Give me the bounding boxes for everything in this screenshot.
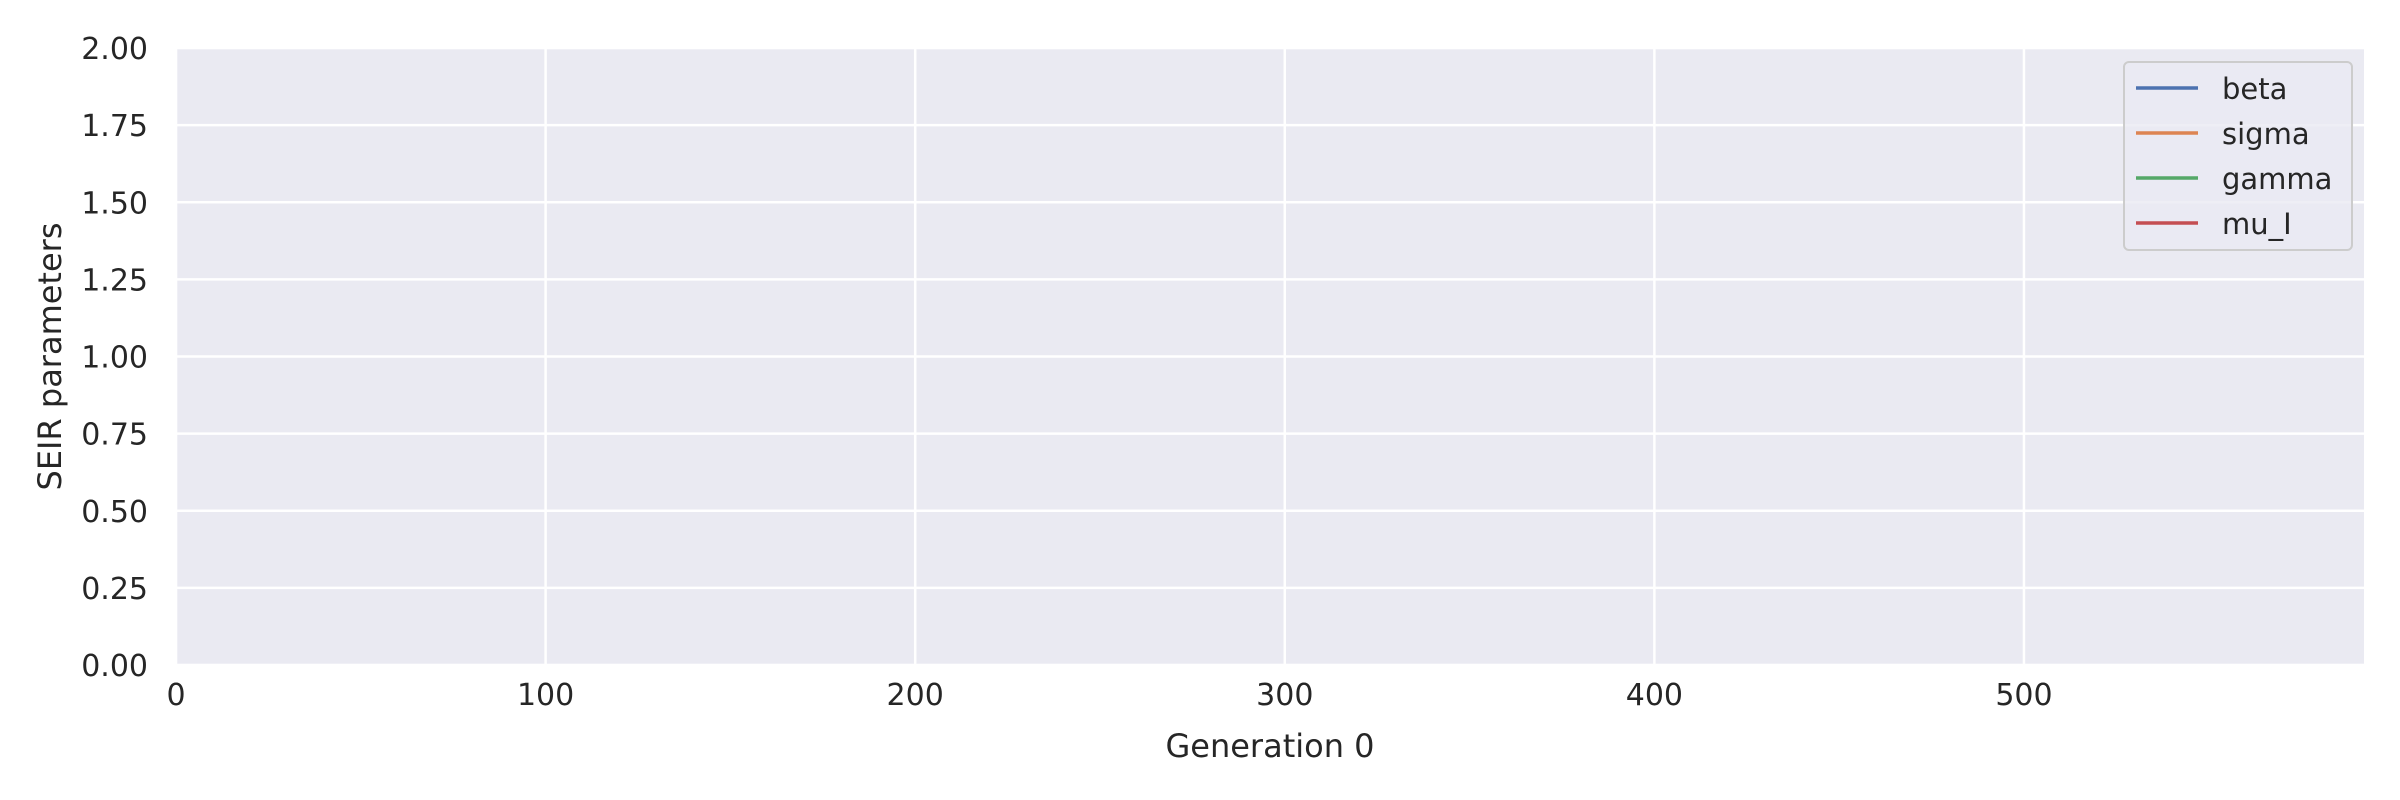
legend: beta sigma gamma mu_I (2123, 61, 2353, 251)
y-tick-label: 0.75 (81, 418, 148, 453)
x-axis-ticks: 0 100 200 300 400 500 (166, 678, 2052, 713)
legend-label-sigma: sigma (2222, 117, 2310, 151)
x-tick-label: 200 (887, 678, 944, 713)
legend-label-beta: beta (2222, 72, 2287, 106)
legend-box (2123, 61, 2353, 251)
x-tick-label: 300 (1256, 678, 1313, 713)
y-axis-ticks: 0.00 0.25 0.50 0.75 1.00 1.25 1.50 1.75 2.00 (81, 32, 148, 684)
y-tick-label: 0.25 (81, 572, 148, 607)
y-tick-label: 0.00 (81, 649, 148, 684)
y-tick-label: 1.75 (81, 109, 148, 144)
y-tick-label: 1.50 (81, 186, 148, 221)
grid-lines (174, 46, 2364, 667)
x-tick-label: 400 (1626, 678, 1683, 713)
y-tick-label: 2.00 (81, 32, 148, 67)
legend-label-mu_I: mu_I (2222, 207, 2292, 241)
x-tick-label: 100 (517, 678, 574, 713)
legend-items: beta sigma gamma mu_I (2136, 72, 2332, 241)
y-tick-label: 0.50 (81, 495, 148, 530)
legend-label-gamma: gamma (2222, 162, 2332, 196)
y-tick-label: 1.25 (81, 263, 148, 298)
x-axis-label: Generation 0 (1165, 727, 1374, 765)
x-tick-label: 0 (166, 678, 185, 713)
y-axis-label: SEIR parameters (31, 223, 69, 491)
y-tick-label: 1.00 (81, 341, 148, 376)
x-tick-label: 500 (1995, 678, 2052, 713)
